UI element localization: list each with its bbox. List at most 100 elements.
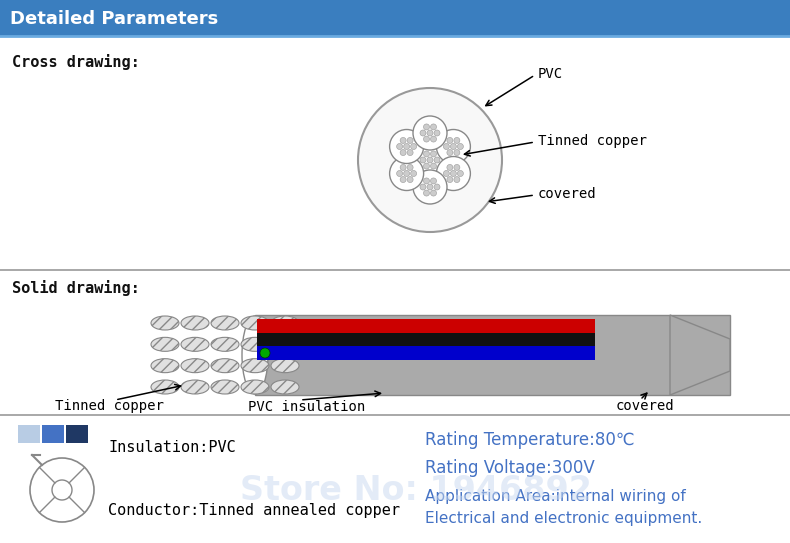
Circle shape bbox=[420, 184, 426, 190]
Text: Store No: 1946892: Store No: 1946892 bbox=[240, 473, 592, 507]
Ellipse shape bbox=[151, 380, 179, 394]
Text: Cross drawing:: Cross drawing: bbox=[12, 54, 140, 70]
Bar bbox=[66, 425, 88, 443]
Circle shape bbox=[407, 165, 413, 171]
Circle shape bbox=[420, 130, 426, 136]
Circle shape bbox=[450, 171, 457, 176]
Circle shape bbox=[397, 171, 403, 176]
Ellipse shape bbox=[271, 380, 299, 394]
Ellipse shape bbox=[211, 359, 239, 372]
Ellipse shape bbox=[211, 337, 239, 351]
Circle shape bbox=[454, 165, 460, 171]
Circle shape bbox=[400, 165, 406, 171]
Circle shape bbox=[389, 156, 423, 191]
Circle shape bbox=[431, 136, 437, 142]
Text: Rating Temperature:80℃: Rating Temperature:80℃ bbox=[425, 431, 634, 449]
Circle shape bbox=[454, 149, 460, 155]
Text: Insulation:PVC: Insulation:PVC bbox=[108, 439, 235, 454]
Text: Conductor:Tinned annealed copper: Conductor:Tinned annealed copper bbox=[108, 502, 400, 517]
Circle shape bbox=[447, 137, 453, 143]
Circle shape bbox=[454, 176, 460, 182]
Circle shape bbox=[260, 348, 270, 358]
Polygon shape bbox=[670, 315, 730, 395]
Circle shape bbox=[457, 143, 464, 149]
Bar bbox=[257, 333, 595, 346]
Circle shape bbox=[423, 136, 430, 142]
Circle shape bbox=[434, 184, 440, 190]
Circle shape bbox=[400, 176, 406, 182]
Circle shape bbox=[431, 151, 437, 157]
Text: covered: covered bbox=[616, 399, 675, 413]
Ellipse shape bbox=[211, 316, 239, 330]
Ellipse shape bbox=[211, 380, 239, 394]
Circle shape bbox=[407, 137, 413, 143]
Text: Application Area:internal wiring of: Application Area:internal wiring of bbox=[425, 489, 686, 503]
Bar bbox=[18, 425, 40, 443]
Ellipse shape bbox=[151, 316, 179, 330]
Ellipse shape bbox=[181, 337, 209, 351]
Ellipse shape bbox=[241, 359, 269, 372]
Circle shape bbox=[436, 129, 470, 163]
Circle shape bbox=[443, 143, 450, 149]
Circle shape bbox=[431, 178, 437, 184]
Circle shape bbox=[407, 149, 413, 155]
Bar bbox=[255, 315, 730, 395]
Bar bbox=[0, 0, 790, 36]
Text: Rating Voltage:300V: Rating Voltage:300V bbox=[425, 459, 595, 477]
Text: Solid drawing:: Solid drawing: bbox=[12, 280, 140, 296]
Text: covered: covered bbox=[538, 187, 596, 201]
Text: PVC insulation: PVC insulation bbox=[248, 400, 365, 414]
Circle shape bbox=[427, 157, 433, 163]
Circle shape bbox=[423, 151, 430, 157]
Circle shape bbox=[431, 124, 437, 130]
Circle shape bbox=[404, 171, 410, 176]
Text: Electrical and electronic equipment.: Electrical and electronic equipment. bbox=[425, 510, 702, 526]
Ellipse shape bbox=[151, 337, 179, 351]
Text: PVC: PVC bbox=[538, 67, 563, 81]
Circle shape bbox=[358, 88, 502, 232]
Ellipse shape bbox=[271, 316, 299, 330]
Circle shape bbox=[423, 163, 430, 169]
Circle shape bbox=[407, 176, 413, 182]
Circle shape bbox=[423, 178, 430, 184]
Circle shape bbox=[413, 170, 447, 204]
Circle shape bbox=[431, 163, 437, 169]
Bar bbox=[257, 319, 595, 333]
Text: Detailed Parameters: Detailed Parameters bbox=[10, 10, 218, 28]
Circle shape bbox=[404, 143, 410, 149]
Circle shape bbox=[450, 143, 457, 149]
Circle shape bbox=[411, 171, 416, 176]
Ellipse shape bbox=[181, 380, 209, 394]
Circle shape bbox=[411, 143, 416, 149]
Circle shape bbox=[457, 171, 464, 176]
Circle shape bbox=[423, 190, 430, 196]
Circle shape bbox=[431, 190, 437, 196]
Ellipse shape bbox=[241, 316, 269, 330]
Circle shape bbox=[443, 171, 450, 176]
Circle shape bbox=[427, 184, 433, 190]
Text: Tinned copper: Tinned copper bbox=[55, 399, 164, 413]
Circle shape bbox=[427, 130, 433, 136]
Bar bbox=[42, 425, 64, 443]
Ellipse shape bbox=[241, 380, 269, 394]
Circle shape bbox=[447, 165, 453, 171]
Circle shape bbox=[420, 157, 426, 163]
Circle shape bbox=[413, 116, 447, 150]
Circle shape bbox=[447, 149, 453, 155]
Bar bbox=[257, 346, 595, 360]
Text: Tinned copper: Tinned copper bbox=[538, 134, 647, 148]
Ellipse shape bbox=[271, 337, 299, 351]
Circle shape bbox=[423, 124, 430, 130]
Circle shape bbox=[400, 149, 406, 155]
Circle shape bbox=[389, 129, 423, 163]
Circle shape bbox=[400, 137, 406, 143]
Ellipse shape bbox=[241, 337, 269, 351]
Ellipse shape bbox=[181, 316, 209, 330]
Circle shape bbox=[447, 176, 453, 182]
Circle shape bbox=[413, 143, 447, 177]
Circle shape bbox=[397, 143, 403, 149]
Circle shape bbox=[434, 157, 440, 163]
Circle shape bbox=[436, 156, 470, 191]
Circle shape bbox=[434, 130, 440, 136]
Ellipse shape bbox=[271, 359, 299, 372]
